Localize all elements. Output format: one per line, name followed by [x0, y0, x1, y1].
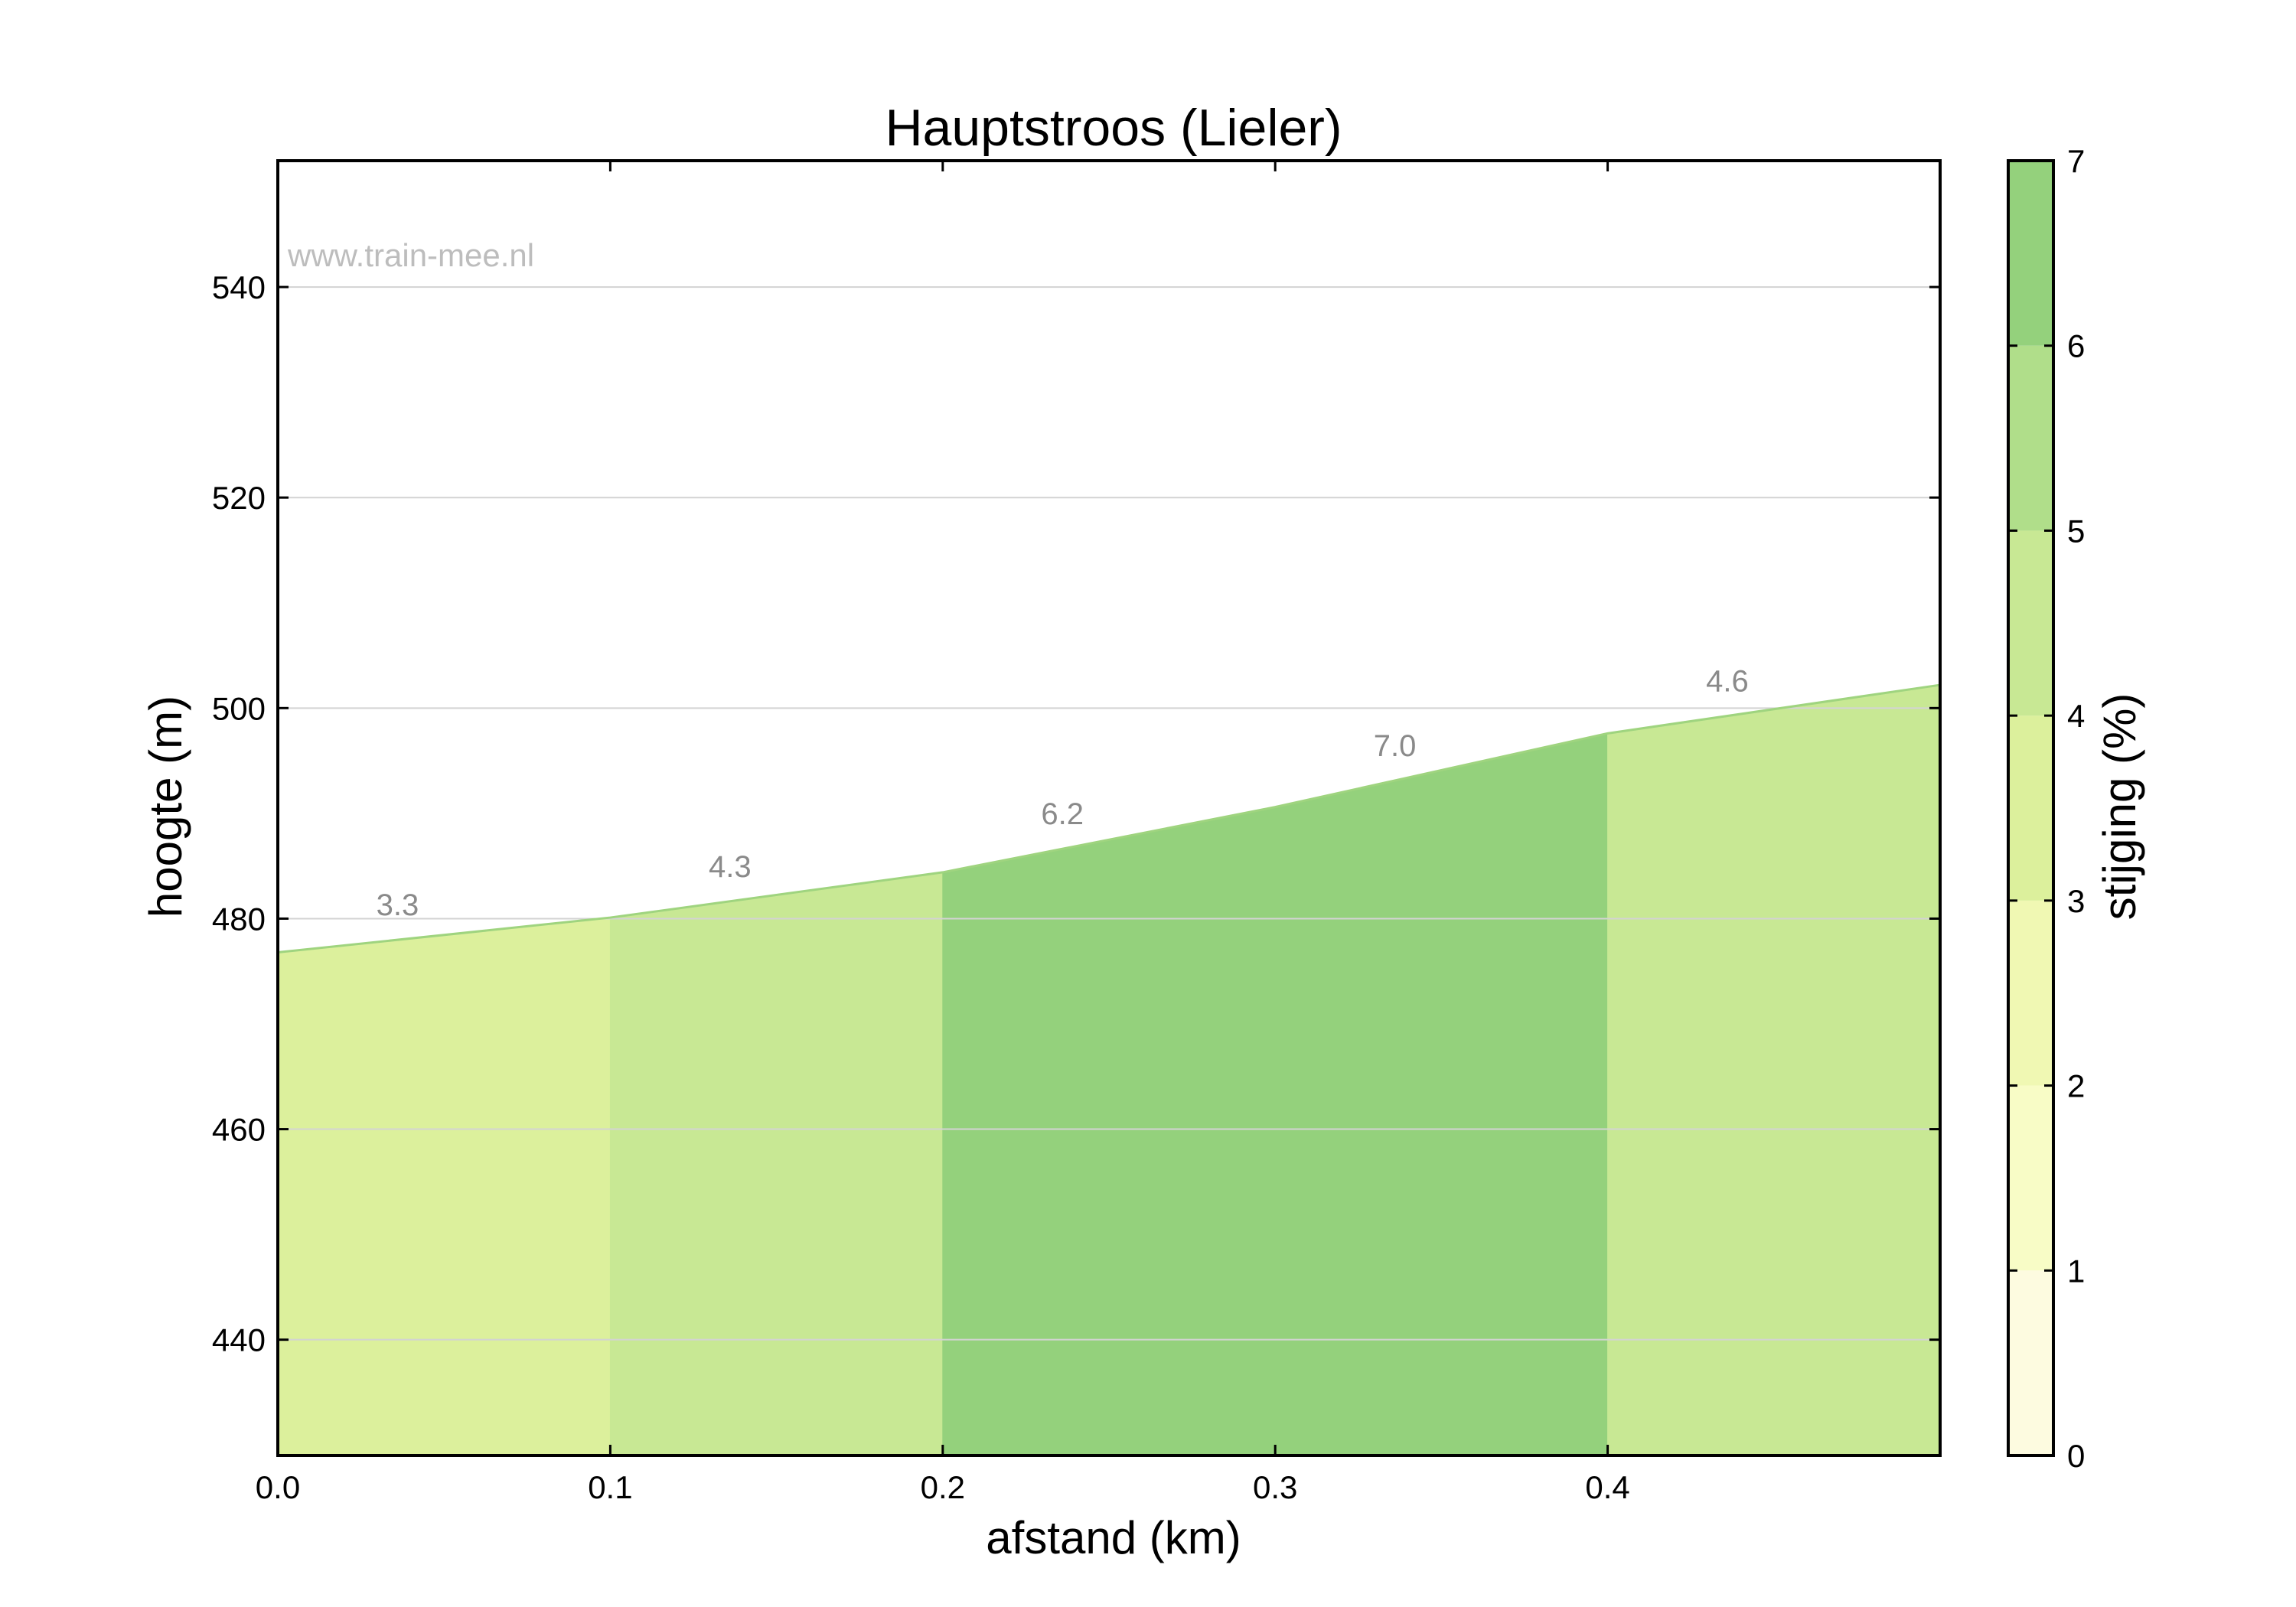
plot-frame: [276, 159, 1942, 1457]
grade-label: 7.0: [1374, 729, 1417, 763]
y-tick-label: 540: [212, 269, 266, 305]
profile-area-segment: [942, 807, 1276, 1456]
colorbar-tick-label: 4: [2067, 698, 2085, 734]
y-tick-label: 480: [212, 901, 266, 937]
profile-area-segment: [277, 917, 611, 1456]
watermark: www.train-mee.nl: [287, 237, 534, 273]
colorbar-tick-label: 2: [2067, 1068, 2085, 1104]
colorbar-bin: [2008, 530, 2053, 716]
colorbar-tick-label: 7: [2067, 143, 2085, 179]
colorbar-bin: [2008, 345, 2053, 531]
y-axis-label: hoogte (m): [140, 696, 191, 918]
colorbar-bin: [2008, 900, 2053, 1086]
grade-label: 4.6: [1706, 665, 1749, 699]
colorbar-tick-label: 5: [2067, 513, 2085, 549]
colorbar-tick-label: 0: [2067, 1438, 2085, 1474]
x-tick-label: 0.3: [1253, 1469, 1297, 1505]
x-tick-label: 0.2: [921, 1469, 965, 1505]
plot-area: 3.3 4.3 6.2 7.0 4.6 www.train-mee.nl 0.0 0.1 0.2…: [212, 159, 1942, 1505]
grade-label: 6.2: [1041, 797, 1084, 831]
colorbar: 0 1 2 3 4 5 6 7: [2007, 143, 2085, 1474]
profile-area-segment: [1274, 732, 1609, 1456]
profile-area-segment: [609, 872, 944, 1456]
colorbar-label: stijging (%): [2094, 693, 2145, 921]
y-tick-label: 520: [212, 480, 266, 516]
colorbar-tick-label: 1: [2067, 1253, 2085, 1289]
colorbar-bin: [2008, 161, 2053, 346]
grade-label: 3.3: [377, 888, 419, 922]
colorbar-bin: [2008, 1270, 2053, 1455]
colorbar-frame: [2007, 159, 2055, 1457]
profile-line: [277, 683, 1941, 953]
y-tick-label: 460: [212, 1112, 266, 1148]
x-axis-label: afstand (km): [986, 1512, 1241, 1563]
y-tick-label: 500: [212, 690, 266, 726]
y-tick-label: 440: [212, 1322, 266, 1358]
x-tick-label: 0.1: [588, 1469, 632, 1505]
grade-label: 4.3: [709, 850, 752, 884]
colorbar-bin: [2008, 1085, 2053, 1271]
x-tick-label: 0.4: [1585, 1469, 1629, 1505]
colorbar-tick-label: 6: [2067, 328, 2085, 364]
chart-title: Hauptstroos (Lieler): [885, 99, 1342, 157]
x-tick-label: 0.0: [256, 1469, 300, 1505]
colorbar-tick-label: 3: [2067, 883, 2085, 919]
colorbar-bin: [2008, 715, 2053, 901]
